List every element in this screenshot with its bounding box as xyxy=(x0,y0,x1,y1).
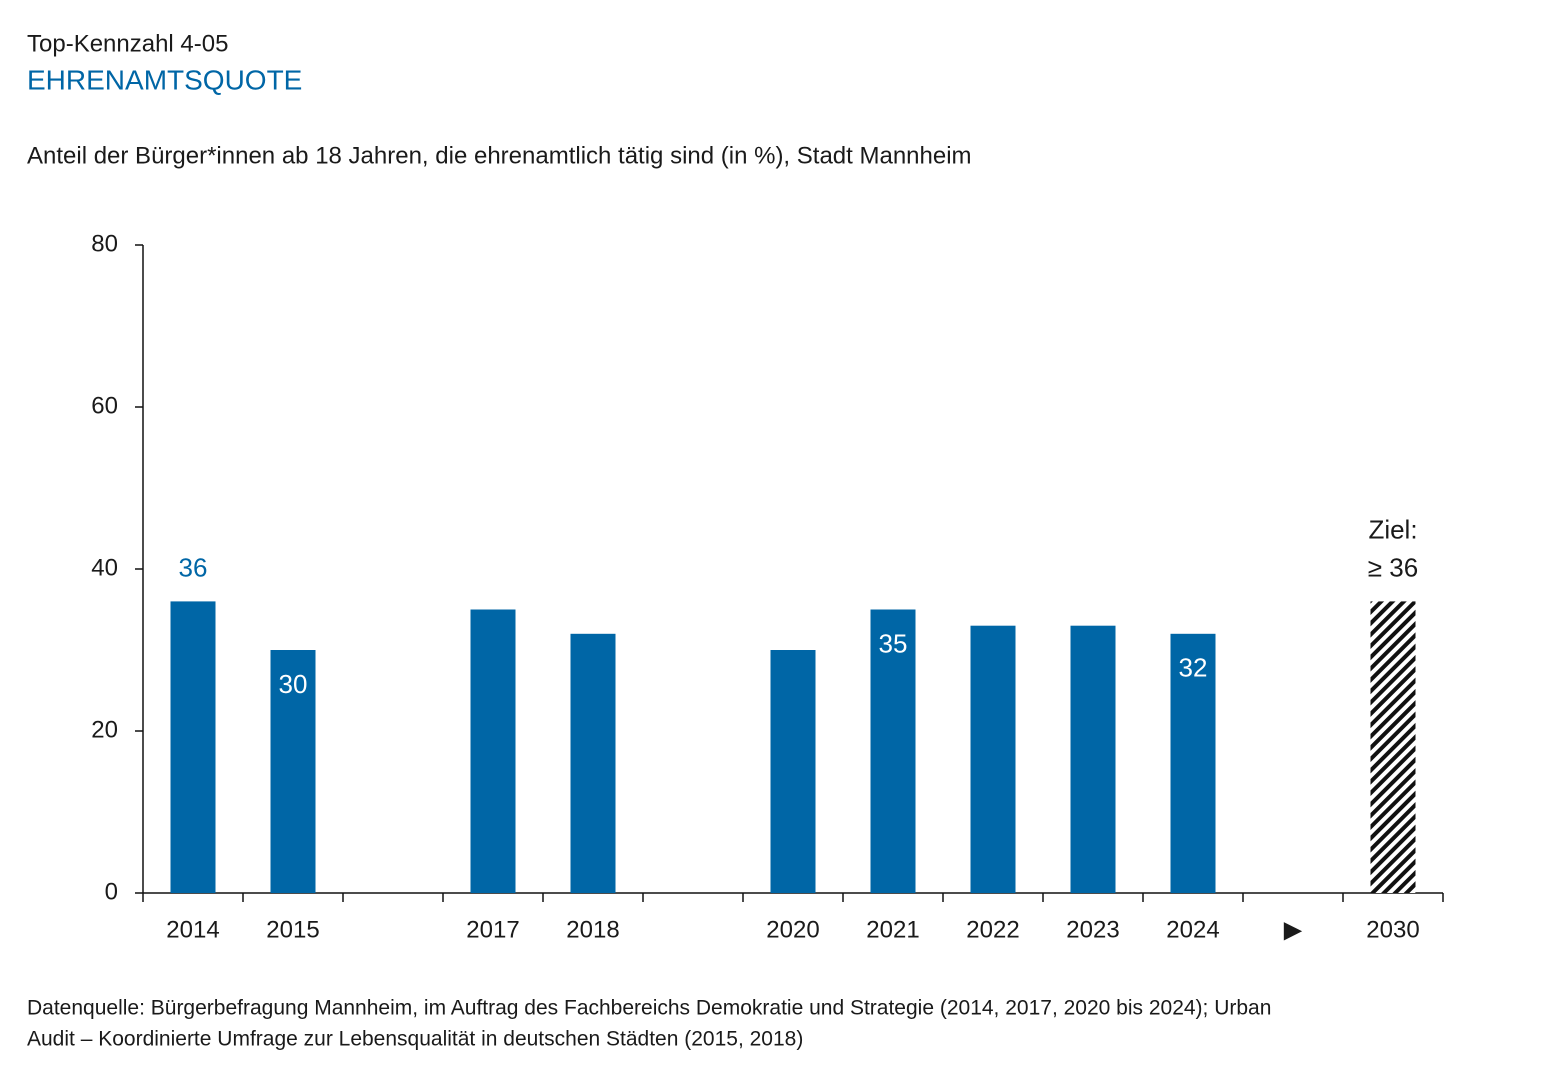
x-tick-label: 2021 xyxy=(866,916,919,943)
y-tick-label: 20 xyxy=(91,716,118,743)
bar xyxy=(1370,601,1416,893)
value-label: ≥ 36 xyxy=(1368,552,1418,582)
bar xyxy=(1170,633,1216,893)
bar xyxy=(470,609,516,893)
y-tick-label: 0 xyxy=(105,878,118,905)
x-tick-label: 2023 xyxy=(1066,916,1119,943)
x-tick-label: 2022 xyxy=(966,916,1019,943)
bar xyxy=(870,609,916,893)
bar xyxy=(970,625,1016,893)
x-tick-label: 2015 xyxy=(266,916,319,943)
x-tick-label: 2017 xyxy=(466,916,519,943)
x-tick-label: ▶ xyxy=(1284,916,1303,943)
kicker: Top-Kennzahl 4-05 xyxy=(27,30,228,57)
value-label: 36 xyxy=(179,552,208,582)
bar xyxy=(570,633,616,893)
source: Audit – Koordinierte Umfrage zur Lebensq… xyxy=(27,1028,803,1051)
target-annotation: Ziel: xyxy=(1368,514,1417,544)
bar xyxy=(1070,625,1116,893)
x-tick-label: 2030 xyxy=(1366,916,1419,943)
bar xyxy=(170,601,216,893)
subtitle: Anteil der Bürger*innen ab 18 Jahren, di… xyxy=(27,142,972,169)
bar xyxy=(270,650,316,893)
chart-title: EHRENAMTSQUOTE xyxy=(27,64,302,95)
value-label: 32 xyxy=(1179,653,1208,683)
y-tick-label: 40 xyxy=(91,554,118,581)
x-tick-label: 2018 xyxy=(566,916,619,943)
x-tick-label: 2014 xyxy=(166,916,219,943)
bar xyxy=(770,650,816,893)
value-label: 30 xyxy=(279,669,308,699)
y-tick-label: 60 xyxy=(91,392,118,419)
x-tick-label: 2020 xyxy=(766,916,819,943)
y-tick-label: 80 xyxy=(91,230,118,257)
x-tick-label: 2024 xyxy=(1166,916,1219,943)
value-label: 35 xyxy=(879,628,908,658)
source: Datenquelle: Bürgerbefragung Mannheim, i… xyxy=(27,997,1271,1020)
